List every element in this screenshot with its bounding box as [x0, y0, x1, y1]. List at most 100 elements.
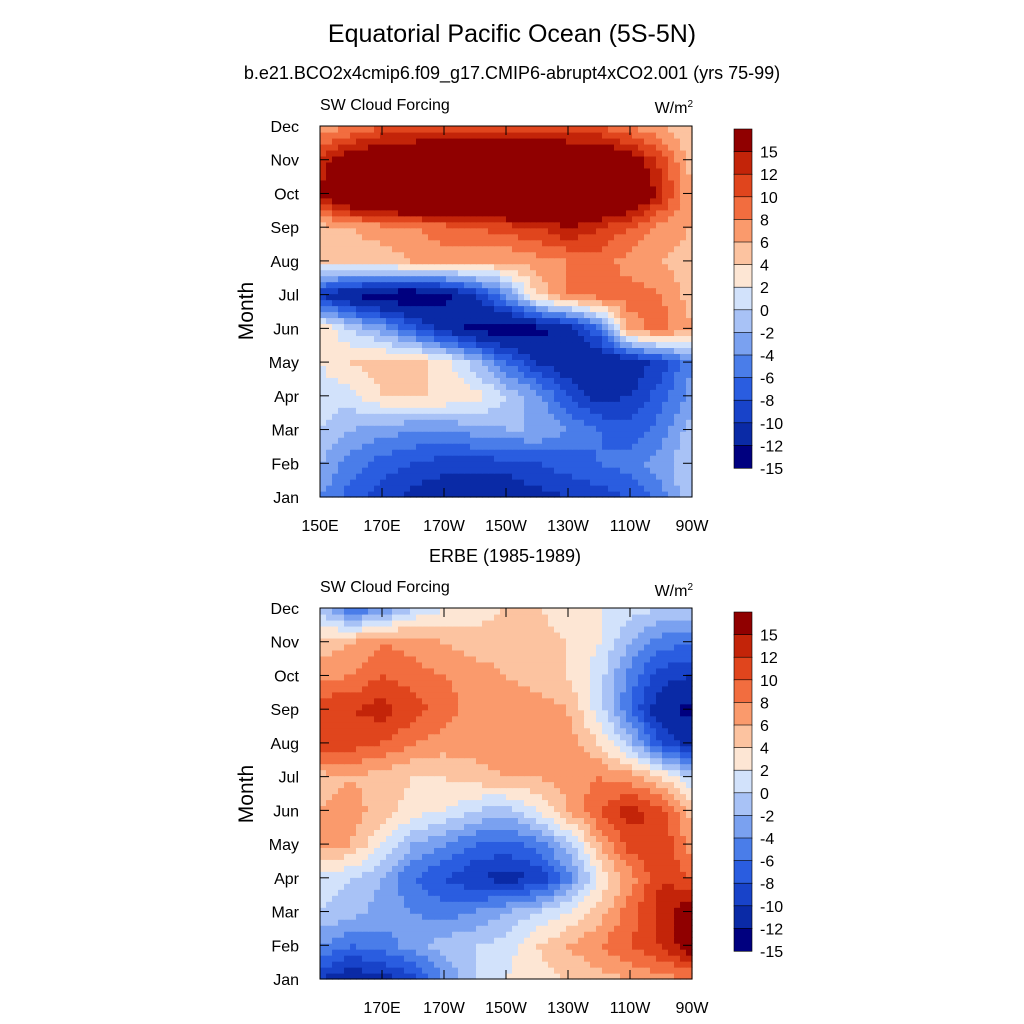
contour-cell — [446, 437, 453, 444]
contour-cell — [584, 251, 591, 259]
contour-cell — [482, 491, 489, 498]
contour-cell — [338, 455, 345, 462]
contour-cell — [572, 931, 579, 938]
contour-cell — [656, 961, 663, 968]
contour-cell — [464, 263, 471, 271]
contour-cell — [632, 353, 639, 360]
contour-cell — [320, 889, 327, 896]
contour-cell — [590, 967, 597, 974]
contour-cell — [350, 323, 357, 331]
contour-cell — [656, 467, 663, 474]
contour-cell — [404, 191, 411, 199]
contour-cell — [482, 173, 489, 181]
contour-cell — [374, 883, 381, 890]
contour-cell — [380, 209, 387, 217]
contour-cell — [512, 353, 519, 360]
contour-cell — [518, 413, 525, 420]
contour-cell — [572, 215, 579, 223]
contour-cell — [404, 269, 411, 277]
contour-cell — [548, 299, 555, 307]
contour-cell — [422, 353, 429, 360]
contour-cell — [368, 245, 375, 253]
contour-cell — [686, 955, 693, 962]
contour-cell — [518, 305, 525, 313]
contour-cell — [650, 937, 657, 944]
contour-cell — [662, 191, 669, 199]
contour-cell — [410, 227, 417, 235]
contour-cell — [380, 143, 387, 151]
contour-cell — [566, 329, 573, 337]
contour-cell — [470, 335, 477, 343]
contour-cell — [392, 179, 399, 187]
contour-cell — [548, 889, 555, 896]
contour-cell — [488, 877, 495, 884]
contour-cell — [320, 167, 327, 175]
contour-cell — [548, 191, 555, 199]
contour-cell — [470, 931, 477, 938]
contour-cell — [632, 407, 639, 414]
contour-cell — [650, 877, 657, 884]
contour-cell — [680, 179, 687, 187]
contour-cell — [452, 245, 459, 253]
contour-cell — [356, 239, 363, 247]
contour-cell — [554, 961, 561, 968]
contour-cell — [644, 877, 651, 884]
contour-cell — [470, 233, 477, 241]
contour-cell — [608, 455, 615, 462]
contour-cell — [386, 455, 393, 462]
contour-cell — [644, 383, 651, 390]
contour-cell — [686, 907, 693, 914]
contour-cell — [410, 961, 417, 968]
contour-cell — [548, 149, 555, 157]
contour-cell — [374, 155, 381, 163]
contour-cell — [500, 287, 507, 295]
contour-cell — [356, 275, 363, 283]
contour-cell — [650, 395, 657, 402]
contour-cell — [626, 967, 633, 974]
contour-cell — [608, 419, 615, 426]
contour-cell — [482, 269, 489, 277]
contour-cell — [506, 299, 513, 307]
contour-cell — [638, 197, 645, 205]
contour-cell — [590, 335, 597, 343]
contour-cell — [668, 437, 675, 444]
contour-cell — [638, 191, 645, 199]
contour-cell — [494, 931, 501, 938]
contour-cell — [440, 377, 447, 384]
contour-cell — [386, 335, 393, 343]
contour-cell — [356, 401, 363, 408]
contour-cell — [590, 341, 597, 348]
contour-cell — [620, 437, 627, 444]
contour-cell — [596, 443, 603, 450]
contour-cell — [410, 203, 417, 211]
contour-cell — [602, 461, 609, 468]
contour-cell — [542, 317, 549, 325]
contour-cell — [674, 347, 681, 354]
contour-cell — [320, 143, 327, 151]
contour-cell — [656, 137, 663, 145]
contour-cell — [446, 137, 453, 145]
contour-cell — [500, 389, 507, 396]
contour-cell — [626, 943, 633, 950]
contour-cell — [590, 425, 597, 432]
contour-cell — [464, 275, 471, 283]
contour-cell — [404, 203, 411, 211]
contour-cell — [428, 191, 435, 199]
contour-cell — [428, 925, 435, 932]
contour-cell — [368, 365, 375, 372]
contour-cell — [662, 961, 669, 968]
contour-cell — [422, 287, 429, 295]
contour-cell — [512, 323, 519, 331]
contour-cell — [374, 251, 381, 259]
contour-cell — [344, 455, 351, 462]
contour-cell — [614, 251, 621, 259]
contour-cell — [482, 883, 489, 890]
contour-cell — [494, 335, 501, 343]
contour-cell — [398, 185, 405, 193]
contour-cell — [476, 251, 483, 259]
contour-cell — [518, 275, 525, 283]
contour-cell — [464, 973, 471, 980]
contour-cell — [632, 335, 639, 343]
contour-cell — [674, 197, 681, 205]
contour-cell — [476, 901, 483, 908]
